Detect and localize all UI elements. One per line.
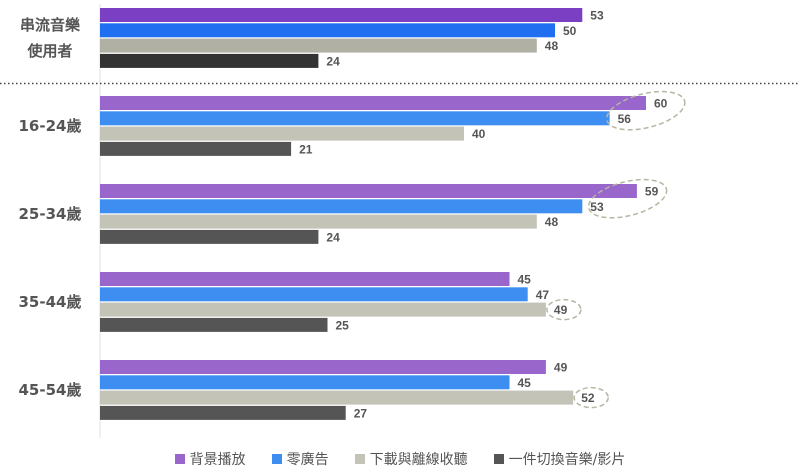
group-label-35-44歲: 35-44歲	[19, 293, 82, 311]
bar-35-44歲-s2	[100, 302, 546, 317]
legend-item-switch-music-video: 一件切換音樂/影片	[493, 449, 626, 469]
legend-swatch-no-ads	[271, 454, 282, 464]
bar-25-34歲-s1	[100, 199, 583, 214]
legend-item-no-ads: 零廣告	[271, 449, 329, 469]
bar-串流音樂-使用者-s0	[100, 8, 583, 22]
value-label-35-44歲-s1: 47	[536, 288, 550, 302]
bar-25-34歲-s0	[100, 184, 637, 198]
bar-45-54歲-s1	[100, 375, 510, 390]
bar-35-44歲-s0	[100, 272, 510, 286]
value-label-25-34歲-s0: 59	[645, 185, 659, 199]
legend: 背景播放 零廣告 下載與離線收聽 一件切換音樂/影片	[0, 448, 800, 470]
legend-label-switch-music-video: 一件切換音樂/影片	[508, 452, 626, 468]
bar-串流音樂-使用者-s1	[100, 23, 555, 38]
value-label-16-24歲-s0: 60	[654, 97, 668, 111]
bar-25-34歲-s3	[100, 229, 319, 244]
value-label-16-24歲-s1: 56	[618, 112, 632, 126]
value-label-35-44歲-s2: 49	[554, 303, 568, 317]
legend-item-background-play: 背景播放	[174, 449, 246, 469]
group-label-45-54歲: 45-54歲	[19, 381, 82, 399]
bar-45-54歲-s0	[100, 360, 546, 374]
bar-串流音樂-使用者-s2	[100, 38, 537, 53]
highlight-ellipse-16-24歲	[606, 90, 686, 131]
bar-16-24歲-s0	[100, 96, 646, 110]
value-label-25-34歲-s2: 48	[545, 215, 559, 229]
value-label-25-34歲-s3: 24	[326, 230, 340, 244]
value-label-35-44歲-s0: 45	[518, 273, 532, 287]
value-label-45-54歲-s2: 52	[581, 391, 595, 405]
bar-35-44歲-s1	[100, 287, 528, 302]
value-label-45-54歲-s3: 27	[354, 406, 368, 420]
group-label-25-34歲: 25-34歲	[19, 205, 82, 223]
legend-swatch-switch-music-video	[493, 454, 504, 464]
value-label-串流音樂-使用者-s2: 48	[545, 39, 559, 53]
bar-45-54歲-s3	[100, 405, 346, 420]
legend-label-download-offline: 下載與離線收聽	[369, 452, 468, 468]
legend-swatch-background-play	[174, 454, 185, 464]
legend-item-download-offline: 下載與離線收聽	[354, 449, 468, 469]
value-label-串流音樂-使用者-s0: 53	[590, 9, 604, 23]
legend-swatch-download-offline	[354, 454, 365, 464]
bar-45-54歲-s2	[100, 390, 574, 405]
group-label-串流音樂-使用者: 使用者	[26, 42, 72, 60]
bar-25-34歲-s2	[100, 214, 537, 229]
legend-label-background-play: 背景播放	[189, 452, 246, 468]
highlight-ellipse-35-44歲	[546, 298, 582, 321]
value-label-16-24歲-s2: 40	[472, 127, 486, 141]
value-label-45-54歲-s0: 49	[554, 361, 568, 375]
value-label-35-44歲-s3: 25	[336, 318, 350, 332]
value-label-25-34歲-s1: 53	[590, 200, 604, 214]
highlight-ellipse-25-34歲	[587, 178, 668, 219]
value-label-45-54歲-s1: 45	[518, 376, 532, 390]
value-label-16-24歲-s3: 21	[299, 142, 313, 156]
bar-16-24歲-s1	[100, 111, 610, 126]
group-label-串流音樂-使用者: 串流音樂	[20, 16, 81, 34]
bar-16-24歲-s2	[100, 126, 464, 141]
group-label-16-24歲: 16-24歲	[19, 117, 82, 135]
value-label-串流音樂-使用者-s1: 50	[563, 24, 577, 38]
bar-35-44歲-s3	[100, 317, 328, 332]
bar-串流音樂-使用者-s3	[100, 53, 319, 68]
legend-label-no-ads: 零廣告	[286, 452, 329, 468]
highlight-ellipse-45-54歲	[573, 386, 609, 409]
value-label-串流音樂-使用者-s3: 24	[326, 54, 340, 68]
bar-16-24歲-s3	[100, 141, 292, 156]
